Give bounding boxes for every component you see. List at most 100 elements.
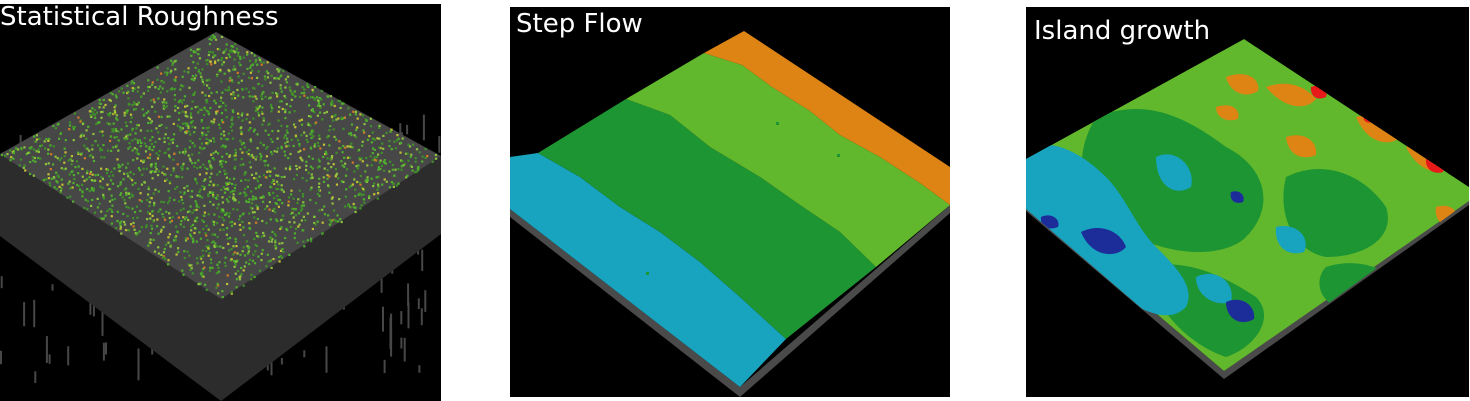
surface-dot xyxy=(157,252,160,255)
surface-dot xyxy=(50,153,53,156)
surface-dot xyxy=(243,187,247,190)
surface-dot xyxy=(119,181,122,184)
surface-dot xyxy=(93,108,96,111)
surface-dot xyxy=(125,205,128,208)
surface-dot xyxy=(305,168,308,171)
surface-dot xyxy=(284,108,287,111)
surface-dot xyxy=(208,87,211,90)
surface-dot xyxy=(152,192,155,195)
surface-dot xyxy=(287,200,290,203)
surface-dot xyxy=(147,89,150,92)
surface-dot xyxy=(134,182,137,185)
surface-dot xyxy=(227,188,230,191)
surface-dot xyxy=(82,134,85,137)
surface-dot xyxy=(198,151,201,154)
surface-dot xyxy=(137,167,140,170)
surface-dot xyxy=(226,227,229,230)
surface-dot xyxy=(342,102,345,105)
surface-dot xyxy=(47,152,50,155)
surface-dot xyxy=(131,207,134,210)
surface-dot xyxy=(271,230,274,234)
surface-dot xyxy=(114,104,117,107)
surface-dot xyxy=(240,114,243,117)
surface-dot xyxy=(130,82,133,85)
surface-dot xyxy=(207,228,210,231)
surface-dot xyxy=(48,137,51,141)
surface-dot xyxy=(257,184,260,187)
surface-dot xyxy=(191,125,194,128)
surface-dot xyxy=(370,177,373,180)
surface-spike xyxy=(92,296,95,317)
surface-dot xyxy=(333,104,336,108)
surface-dot xyxy=(218,123,221,126)
surface-dot xyxy=(410,153,413,156)
surface-dot xyxy=(230,50,234,53)
surface-dot xyxy=(275,174,278,177)
surface-dot xyxy=(262,144,265,147)
surface-spike xyxy=(417,298,420,309)
surface-dot xyxy=(247,247,250,250)
surface-dot xyxy=(286,131,289,134)
surface-dot xyxy=(214,54,217,57)
surface-dot xyxy=(381,183,384,186)
surface-dot xyxy=(164,179,167,182)
surface-dot xyxy=(195,203,198,206)
surface-dot xyxy=(186,122,189,125)
surface-dot xyxy=(91,156,95,159)
surface-dot xyxy=(234,237,237,240)
surface-dot xyxy=(94,113,97,116)
surface-dot xyxy=(90,204,93,207)
surface-dot xyxy=(98,121,101,124)
surface-dot xyxy=(154,110,157,113)
surface-dot xyxy=(68,173,71,176)
surface-dot xyxy=(59,190,62,193)
surface-dot xyxy=(193,131,196,134)
surface-dot xyxy=(12,149,15,152)
surface-dot xyxy=(245,261,248,264)
surface-dot xyxy=(85,129,88,132)
surface-dot xyxy=(307,171,310,174)
surface-dot xyxy=(207,126,210,129)
surface-dot xyxy=(231,190,234,193)
surface-dot xyxy=(160,115,163,119)
surface-dot xyxy=(302,204,306,207)
surface-dot xyxy=(275,218,278,221)
surface-dot xyxy=(19,158,22,161)
surface-dot xyxy=(274,244,277,247)
surface-dot xyxy=(282,69,285,73)
surface-dot xyxy=(34,140,37,143)
surface-dot xyxy=(375,176,378,179)
surface-dot xyxy=(146,199,149,202)
surface-dot xyxy=(392,185,395,188)
surface-dot xyxy=(220,59,223,62)
surface-dot xyxy=(220,96,223,99)
surface-dot xyxy=(272,258,275,261)
surface-dot xyxy=(332,209,336,212)
surface-dot xyxy=(318,97,321,100)
surface-dot xyxy=(248,161,251,164)
surface-dot xyxy=(60,187,63,190)
surface-dot xyxy=(173,88,176,91)
surface-dot xyxy=(191,162,194,165)
surface-dot xyxy=(216,284,220,287)
surface-dot xyxy=(28,147,31,150)
surface-dot xyxy=(359,192,362,195)
surface-dot xyxy=(307,123,310,126)
surface-dot xyxy=(320,89,323,93)
surface-dot xyxy=(208,78,211,81)
surface-dot xyxy=(115,114,118,117)
surface-dot xyxy=(10,156,13,159)
surface-dot xyxy=(168,156,171,159)
surface-dot xyxy=(151,177,154,180)
surface-dot xyxy=(168,180,171,184)
surface-dot xyxy=(268,208,271,211)
surface-dot xyxy=(267,72,270,75)
surface-dot xyxy=(321,221,324,224)
surface-dot xyxy=(240,220,244,223)
surface-dot xyxy=(127,229,130,232)
surface-dot xyxy=(153,101,156,104)
surface-dot xyxy=(312,135,315,138)
surface-dot xyxy=(204,108,207,111)
surface-dot xyxy=(104,214,107,217)
surface-dot xyxy=(292,216,295,219)
